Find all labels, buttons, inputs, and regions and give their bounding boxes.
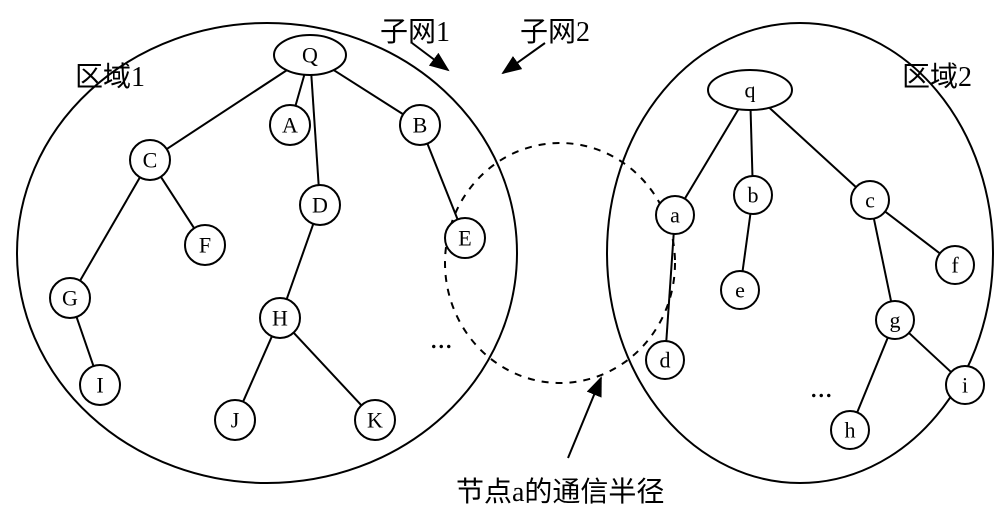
comm-radius-circle [445, 143, 675, 383]
node-label-a: a [670, 203, 680, 228]
node-label-I: I [96, 373, 103, 398]
edge-C-G [80, 177, 140, 280]
node-label-q: q [745, 78, 756, 103]
diagram-root: Q A B C D E F G H I J Kq a b c d e f g h i...... 区域1 区域2 子网1 子网… [0, 0, 1000, 506]
edge-B-E [427, 144, 457, 220]
subnet2-label: 子网2 [520, 10, 590, 50]
edge-C-F [161, 177, 194, 228]
node-label-Q: Q [302, 43, 318, 68]
edge-D-H [287, 224, 314, 299]
edge-q-a [685, 109, 739, 198]
node-label-A: A [282, 113, 298, 138]
node-label-e: e [735, 278, 745, 303]
node-label-b: b [748, 183, 759, 208]
edge-Q-B [334, 70, 403, 114]
edge-b-e [743, 214, 751, 271]
node-label-K: K [367, 408, 383, 433]
node-label-C: C [143, 148, 158, 173]
node-label-g: g [890, 308, 901, 333]
node-label-B: B [413, 113, 428, 138]
node-label-G: G [62, 286, 78, 311]
edge-g-h [857, 338, 888, 413]
edge-Q-A [295, 75, 304, 106]
node-label-J: J [231, 408, 240, 433]
node-label-f: f [951, 253, 959, 278]
edge-a-d [666, 234, 673, 341]
edge-Q-C [167, 70, 287, 149]
ellipsis-0: ... [430, 322, 453, 355]
edge-q-c [769, 108, 856, 187]
node-label-E: E [458, 226, 471, 251]
node-label-F: F [199, 233, 211, 258]
leader-arrow-2 [568, 378, 601, 458]
ellipsis-1: ... [810, 371, 833, 404]
node-label-D: D [312, 193, 328, 218]
node-label-i: i [962, 373, 968, 398]
node-label-H: H [272, 306, 288, 331]
edge-H-K [294, 333, 362, 406]
node-label-d: d [660, 348, 671, 373]
region2-label: 区域2 [902, 55, 972, 95]
edge-q-b [751, 110, 753, 176]
diagram-svg: Q A B C D E F G H I J Kq a b c d e f g h i...... [0, 0, 1000, 506]
comm-radius-label: 节点a的通信半径 [456, 470, 664, 510]
edge-g-i [909, 333, 951, 372]
edge-G-I [77, 317, 94, 366]
edge-Q-D [311, 75, 318, 185]
node-label-h: h [845, 418, 856, 443]
region1-label: 区域1 [75, 55, 145, 95]
edge-H-J [243, 336, 272, 401]
edge-c-g [874, 219, 891, 302]
node-label-c: c [865, 188, 875, 213]
subnet1-label: 子网1 [380, 10, 450, 50]
edge-c-f [885, 212, 940, 254]
